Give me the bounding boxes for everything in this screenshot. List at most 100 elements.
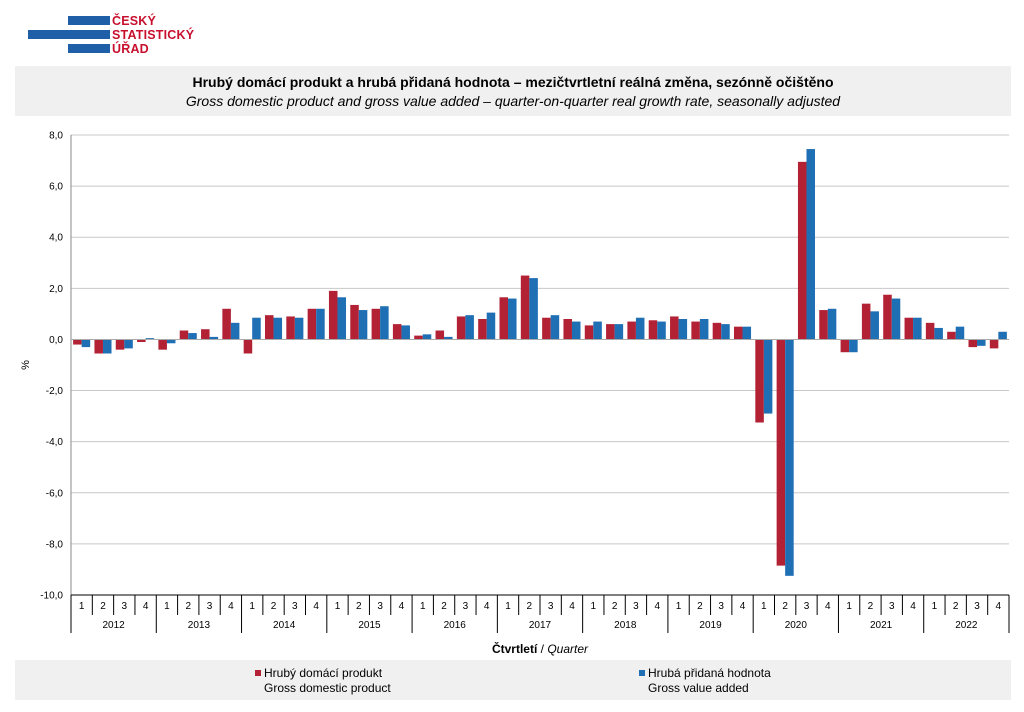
y-tick-label: -4,0 [46,437,64,448]
bar-gva [870,311,879,340]
legend-label-gdp-cz: Hrubý domácí produkt [264,666,383,680]
quarter-tick-label: 3 [633,601,639,612]
legend-label-gdp-en: Gross domestic product [264,681,391,695]
bar-gdp [350,304,359,340]
quarter-tick-label: 3 [804,601,810,612]
year-tick-label: 2012 [103,620,126,631]
quarter-tick-label: 3 [548,601,554,612]
bar-gdp [307,308,317,340]
bar-gdp [563,319,572,340]
bar-gdp [456,316,466,340]
quarter-tick-label: 1 [249,601,255,612]
bar-gva [486,312,496,340]
quarter-tick-label: 4 [569,601,575,612]
x-axis-label: Čtvrtletí / Quarter [492,641,589,656]
bar-gva [806,149,816,340]
bar-gva [422,334,432,340]
quarter-tick-label: 1 [420,601,426,612]
quarter-tick-label: 2 [356,601,362,612]
logo-bar-1 [68,16,110,25]
quarter-tick-label: 1 [505,601,511,612]
logo-line-3: ÚŘAD [112,42,149,56]
year-tick-label: 2013 [188,620,211,631]
bar-gva [316,308,325,340]
legend-swatch-gdp [255,670,261,676]
bar-gva [230,322,240,340]
bar-gdp [691,321,700,340]
bar-gdp [542,317,551,340]
bar-gva [444,336,453,340]
bar-gdp [328,290,338,340]
bar-gva [209,336,219,340]
bar-gva [593,321,602,340]
bar-gdp [158,339,167,350]
chart-title-box: Hrubý domácí produkt a hrubá přidaná hod… [15,66,1011,116]
quarter-tick-label: 4 [484,601,490,612]
bar-gdp [115,339,125,350]
bar-gva [849,339,858,353]
quarter-tick-label: 4 [228,601,234,612]
bar-gdp [414,335,423,340]
bar-gva [699,319,709,340]
quarter-tick-label: 2 [953,601,959,612]
quarter-tick-label: 3 [463,601,469,612]
bar-gva [358,310,368,340]
bar-gva [891,298,901,340]
quarter-tick-label: 4 [654,601,660,612]
quarter-tick-label: 4 [399,601,405,612]
bar-gva [742,326,752,340]
year-tick-label: 2022 [955,620,978,631]
logo-bar-3 [68,44,110,53]
quarter-tick-label: 1 [335,601,341,612]
quarter-tick-label: 2 [185,601,191,612]
bar-gva [827,308,837,340]
bar-gdp [137,339,146,342]
bar-gva [785,339,794,576]
bar-gdp [627,321,636,340]
x-axis-label-sep: / [537,642,547,656]
quarter-tick-label: 3 [377,601,383,612]
bar-gva [102,339,112,354]
y-tick-label: 6,0 [49,182,63,193]
bar-gva [337,297,347,340]
year-tick-label: 2016 [444,620,467,631]
bar-gdp [73,339,82,345]
year-tick-label: 2019 [699,620,722,631]
bar-gdp [755,339,764,423]
quarter-tick-label: 4 [996,601,1002,612]
chart-title-cz: Hrubý domácí produkt a hrubá přidaná hod… [192,74,834,90]
bar-gdp [94,339,103,354]
quarter-tick-label: 1 [79,601,85,612]
bar-gva [529,278,538,340]
csu-logo: ČESKÝ STATISTICKÝ ÚŘAD [28,10,228,60]
quarter-tick-label: 4 [313,601,319,612]
bar-gva [657,321,666,340]
bar-gdp [520,275,530,340]
bar-gdp [435,330,445,340]
bar-gdp [222,308,231,340]
quarter-tick-label: 2 [612,601,618,612]
quarter-tick-label: 2 [100,601,106,612]
bar-gva [721,324,730,340]
bar-gva [188,333,197,340]
bar-gdp [606,324,615,340]
bar-gdp [499,297,509,340]
quarter-tick-label: 1 [932,601,938,612]
bar-gva [913,317,922,340]
quarter-tick-label: 1 [761,601,767,612]
quarter-tick-label: 3 [292,601,298,612]
legend-swatch-gva [639,670,645,676]
bar-gdp [925,322,935,340]
bar-gva [955,326,965,340]
bar-gva [401,325,410,340]
bar-gva [465,315,474,340]
year-tick-label: 2021 [870,620,893,631]
quarter-tick-label: 1 [164,601,170,612]
bar-chart: 8,0 6,0 4,0 2,0 0,0 -2,0 -4,0 -6,0 -8,0 -10,0% 1 2 3… [20,131,1010,656]
quarter-tick-label: 4 [143,601,149,612]
bar-gdp [797,161,807,340]
logo-line-2: STATISTICKÝ [112,28,195,42]
bar-gva [550,315,560,340]
legend-label-gva-cz: Hrubá přidaná hodnota [648,666,771,680]
bar-gdp [179,330,189,340]
